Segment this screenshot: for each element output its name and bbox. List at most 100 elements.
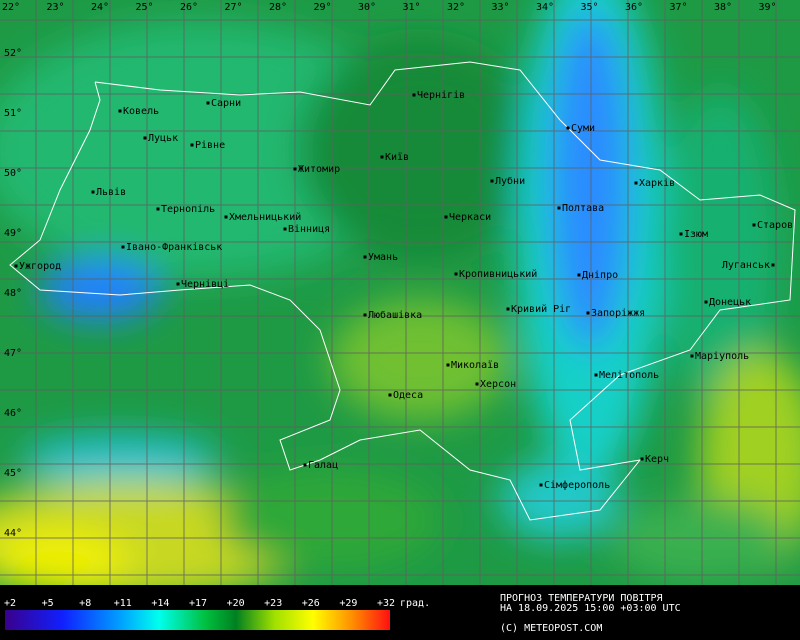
city-label: Керч — [645, 454, 669, 465]
caption-date: НА 18.09.2025 15:00 +03:00 UTC — [500, 603, 681, 614]
city-label: Івано-Франківськ — [126, 241, 222, 253]
city-marker — [363, 255, 367, 259]
city-marker — [293, 167, 297, 171]
city-label: Сімферополь — [544, 479, 610, 491]
longitude-label: 31° — [403, 2, 421, 13]
city-marker — [118, 109, 122, 113]
legend-tick-label: +32 — [377, 598, 395, 609]
city-marker — [634, 181, 638, 185]
city-marker — [454, 272, 458, 276]
city-marker — [506, 307, 510, 311]
city-marker — [444, 215, 448, 219]
city-label: Луганськ — [722, 260, 770, 271]
city-label: Луцьк — [148, 133, 178, 144]
longitude-label: 25° — [136, 2, 154, 13]
temperature-field — [0, 0, 800, 585]
longitude-label: 29° — [314, 2, 332, 13]
city-marker — [380, 155, 384, 159]
city-marker — [557, 206, 561, 210]
city-marker — [388, 393, 392, 397]
longitude-label: 33° — [492, 2, 510, 13]
city-marker — [283, 227, 287, 231]
longitude-label: 38° — [714, 2, 732, 13]
city-marker — [446, 363, 450, 367]
city-marker — [190, 143, 194, 147]
longitude-label: 37° — [670, 2, 688, 13]
longitude-label: 35° — [581, 2, 599, 13]
longitude-label: 30° — [358, 2, 376, 13]
legend-tick-label: +5 — [42, 598, 54, 609]
city-marker — [91, 190, 95, 194]
legend-tick-label: +17 — [189, 598, 207, 609]
city-marker — [771, 263, 775, 267]
city-marker — [490, 179, 494, 183]
latitude-label: 46° — [4, 408, 22, 419]
longitude-label: 22° — [2, 2, 20, 13]
longitude-label: 32° — [447, 2, 465, 13]
city-label: Рівне — [195, 139, 225, 151]
legend-tick-label: +8 — [79, 598, 91, 609]
city-label: Ковель — [123, 106, 159, 117]
city-label: Київ — [385, 152, 409, 163]
legend-tick-label: +14 — [151, 598, 169, 609]
latitude-label: 49° — [4, 228, 22, 239]
city-marker — [475, 382, 479, 386]
city-label: Чернівці — [181, 278, 229, 290]
latitude-label: 48° — [4, 288, 22, 299]
border — [9, 61, 796, 521]
longitude-label: 24° — [91, 2, 109, 13]
city-marker — [539, 483, 543, 487]
city-label: Сарни — [211, 98, 241, 109]
longitude-label: 39° — [759, 2, 777, 13]
city-label: Дніпро — [582, 269, 618, 281]
city-label: Запоріжжя — [591, 307, 645, 319]
legend-tick-label: +11 — [114, 598, 132, 609]
city-marker — [640, 457, 644, 461]
legend-tick-label: +20 — [227, 598, 245, 609]
legend-tick-label: +2 — [4, 598, 16, 609]
city-marker — [577, 273, 581, 277]
latitude-label: 52° — [4, 48, 22, 59]
city-label: Вінниця — [288, 223, 330, 235]
city-label: Чернігів — [417, 89, 465, 101]
city-label: Тернопіль — [161, 203, 215, 215]
legend-tick-label: +23 — [264, 598, 282, 609]
longitude-label: 26° — [180, 2, 198, 13]
city-label: Хмельницький — [229, 211, 301, 223]
city-marker — [363, 313, 367, 317]
city-label: Донецьк — [709, 297, 751, 308]
city-label: Умань — [368, 252, 398, 263]
latitude-label: 45° — [4, 468, 22, 479]
city-marker — [752, 223, 756, 227]
latitude-label: 51° — [4, 108, 22, 119]
city-marker — [704, 300, 708, 304]
city-marker — [586, 311, 590, 315]
city-marker — [176, 282, 180, 286]
city-label: Старов — [757, 220, 793, 231]
city-label: Кропивницький — [459, 268, 537, 280]
city-label: Мелітополь — [599, 369, 659, 381]
city-marker — [14, 264, 18, 268]
city-marker — [594, 373, 598, 377]
city-label: Черкаси — [449, 212, 491, 223]
city-marker — [121, 245, 125, 249]
city-marker — [303, 463, 307, 467]
city-label: Суми — [571, 123, 595, 134]
city-marker — [224, 215, 228, 219]
city-label: Лубни — [495, 175, 525, 187]
city-marker — [690, 354, 694, 358]
longitude-label: 34° — [536, 2, 554, 13]
city-label: Любашівка — [368, 309, 422, 321]
longitude-label: 23° — [47, 2, 65, 13]
caption-credit: (C) METEOPOST.COM — [500, 623, 602, 634]
city-label: Галац — [308, 460, 338, 471]
city-label: Полтава — [562, 203, 604, 214]
city-marker — [566, 126, 570, 130]
caption-title: ПРОГНОЗ ТЕМПЕРАТУРИ ПОВІТРЯ — [500, 593, 663, 604]
legend-unit: град. — [400, 598, 430, 609]
city-marker — [156, 207, 160, 211]
longitude-label: 28° — [269, 2, 287, 13]
city-label: Ужгород — [19, 261, 61, 272]
